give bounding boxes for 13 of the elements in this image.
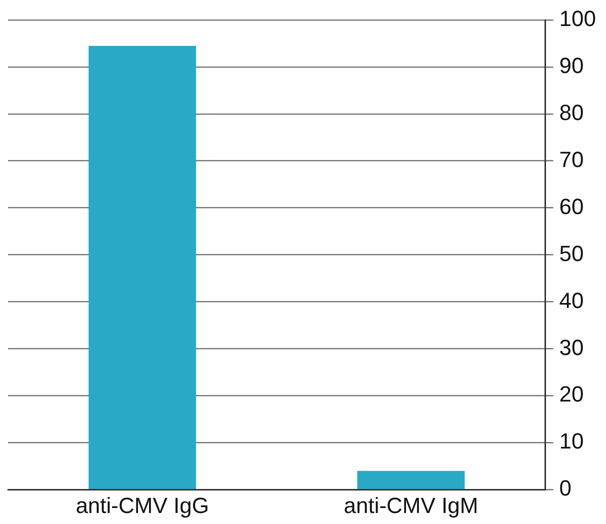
y-tick-label: 80 xyxy=(559,100,584,125)
y-tick-label: 30 xyxy=(559,334,584,360)
y-tick-label: 40 xyxy=(559,288,584,313)
y-tick-label: 20 xyxy=(559,382,584,407)
y-tick-label: 100 xyxy=(559,6,596,32)
y-tick-label: 50 xyxy=(559,240,584,266)
y-tick-label: 0 xyxy=(559,476,572,501)
x-tick-label: anti-CMV IgM xyxy=(344,492,478,518)
x-tick-label: anti-CMV IgG xyxy=(76,492,209,518)
y-tick-label: 90 xyxy=(559,53,584,78)
y-tick-label: 70 xyxy=(559,146,584,172)
y-tick-label: 60 xyxy=(559,194,584,219)
y-tick-label: 10 xyxy=(559,428,584,454)
